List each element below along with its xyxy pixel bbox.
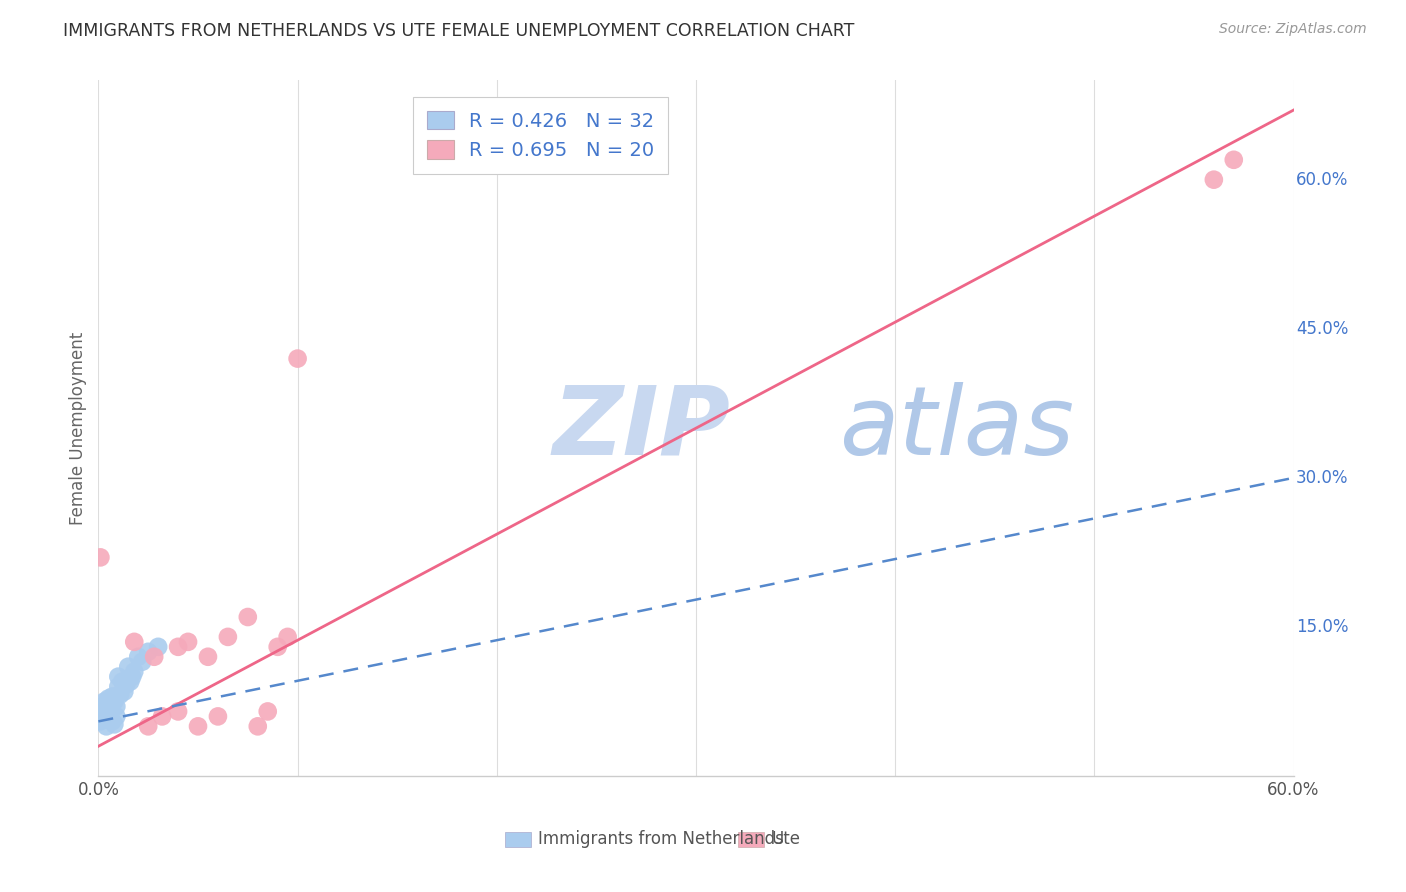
Point — [91, 709, 114, 723]
Point — [89, 550, 111, 565]
FancyBboxPatch shape — [738, 831, 763, 847]
Point — [101, 690, 124, 704]
Legend: R = 0.426   N = 32, R = 0.695   N = 20: R = 0.426 N = 32, R = 0.695 N = 20 — [413, 97, 668, 174]
Point — [187, 719, 209, 733]
Text: 15.0%: 15.0% — [1296, 618, 1348, 636]
Text: Immigrants from Netherlands: Immigrants from Netherlands — [538, 830, 785, 847]
Point — [150, 709, 173, 723]
Point — [148, 640, 170, 654]
Point — [96, 698, 118, 712]
Text: 30.0%: 30.0% — [1296, 469, 1348, 487]
Text: IMMIGRANTS FROM NETHERLANDS VS UTE FEMALE UNEMPLOYMENT CORRELATION CHART: IMMIGRANTS FROM NETHERLANDS VS UTE FEMAL… — [63, 22, 855, 40]
Text: Source: ZipAtlas.com: Source: ZipAtlas.com — [1219, 22, 1367, 37]
Point — [207, 709, 229, 723]
Point — [267, 640, 290, 654]
Point — [124, 665, 146, 679]
Point — [127, 649, 149, 664]
Point — [287, 351, 309, 366]
Point — [136, 645, 159, 659]
Point — [89, 714, 111, 729]
Point — [98, 701, 122, 715]
Point — [136, 719, 159, 733]
Point — [107, 670, 129, 684]
Point — [103, 694, 125, 708]
Text: Ute: Ute — [772, 830, 800, 847]
Point — [217, 630, 239, 644]
Point — [197, 649, 219, 664]
Point — [89, 705, 111, 719]
Point — [112, 684, 135, 698]
Point — [110, 688, 132, 702]
Point — [256, 705, 278, 719]
FancyBboxPatch shape — [505, 831, 531, 847]
Point — [105, 699, 128, 714]
Point — [93, 711, 115, 725]
Point — [97, 707, 120, 722]
Point — [117, 659, 139, 673]
Y-axis label: Female Unemployment: Female Unemployment — [69, 332, 87, 524]
Point — [143, 649, 166, 664]
Text: ZIP: ZIP — [553, 382, 731, 475]
Text: 45.0%: 45.0% — [1296, 319, 1348, 338]
Point — [97, 691, 120, 706]
Point — [98, 711, 122, 725]
Point — [115, 677, 138, 691]
Point — [1222, 153, 1246, 167]
Point — [93, 694, 115, 708]
Point — [277, 630, 299, 644]
Point — [1202, 172, 1225, 186]
Point — [96, 719, 118, 733]
Point — [167, 640, 190, 654]
Point — [236, 610, 259, 624]
Point — [111, 674, 134, 689]
Point — [103, 717, 125, 731]
Point — [91, 699, 114, 714]
Point — [131, 655, 153, 669]
Point — [246, 719, 269, 733]
Point — [105, 709, 128, 723]
Point — [107, 680, 129, 694]
Text: 60.0%: 60.0% — [1296, 170, 1348, 189]
Text: atlas: atlas — [839, 382, 1074, 475]
Point — [101, 714, 124, 729]
Point — [177, 635, 200, 649]
Point — [120, 674, 142, 689]
Point — [124, 635, 146, 649]
Point — [121, 670, 143, 684]
Point — [167, 705, 190, 719]
